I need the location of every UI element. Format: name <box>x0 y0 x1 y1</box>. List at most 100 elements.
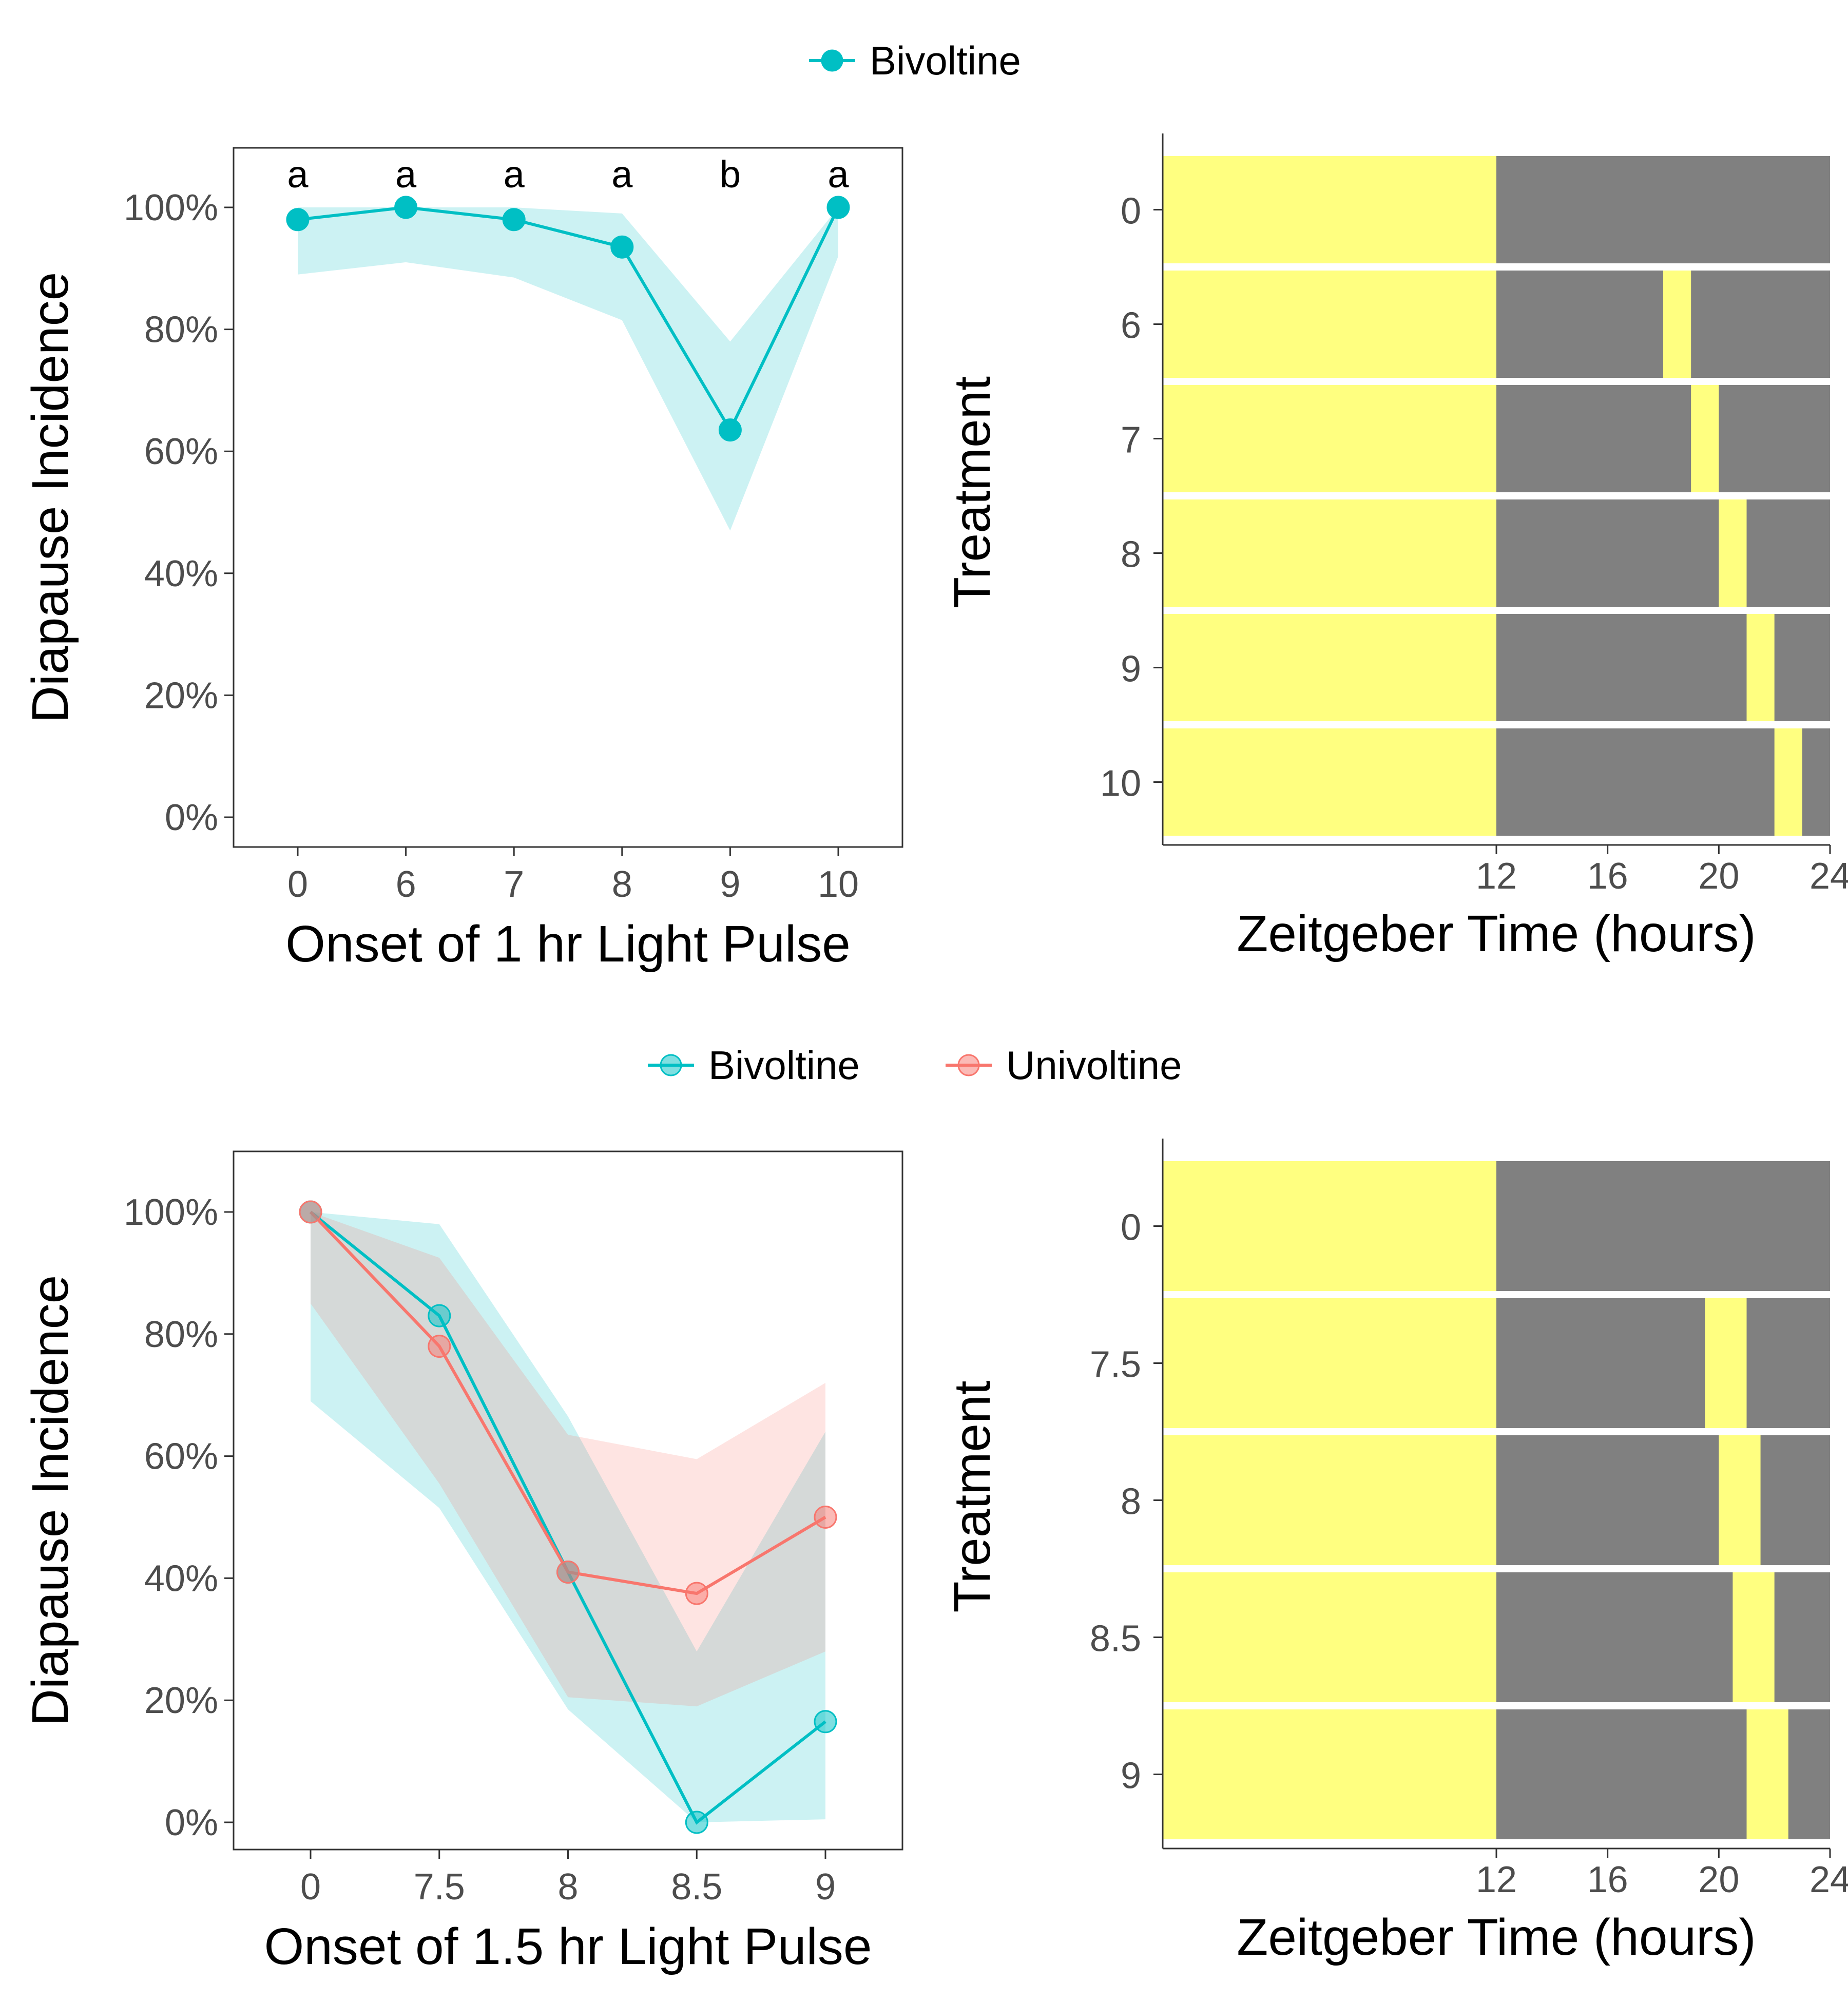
treatment-bar <box>1163 1435 1830 1565</box>
data-point <box>718 418 742 442</box>
data-point <box>428 1304 451 1327</box>
x-tick-label: 8 <box>557 1866 578 1908</box>
chart-panel-1 <box>1153 133 1831 854</box>
data-point <box>814 1710 837 1734</box>
chart-panel-3 <box>1153 1139 1831 1858</box>
dark-phase-segment <box>1496 156 1830 263</box>
light-pulse-segment <box>1719 1435 1761 1565</box>
significance-letter: a <box>611 153 633 196</box>
x-tick-label: 8.5 <box>671 1866 722 1908</box>
light-phase-segment <box>1163 1435 1496 1565</box>
x-tick-label: 0 <box>287 864 308 905</box>
x-tick-label: 20 <box>1698 1859 1739 1900</box>
y-tick-label: 40% <box>144 553 218 594</box>
light-phase-segment <box>1163 1709 1496 1839</box>
x-tick-label: 7.5 <box>414 1866 465 1908</box>
x-tick-label: 12 <box>1476 1859 1517 1900</box>
data-point <box>610 235 634 259</box>
dark-phase-segment <box>1496 1572 1830 1702</box>
x-tick-label: 9 <box>815 1866 836 1908</box>
significance-letter: b <box>720 153 741 196</box>
significance-letter: a <box>395 153 417 196</box>
data-point <box>394 196 418 219</box>
y-axis-title: Treatment <box>944 376 1001 608</box>
dark-phase-segment <box>1496 1435 1830 1565</box>
y-tick-label: 80% <box>144 310 218 351</box>
dark-phase-segment <box>1496 385 1830 492</box>
y-tick-label: 100% <box>124 1192 218 1233</box>
dark-phase-segment <box>1496 499 1830 607</box>
light-phase-segment <box>1163 728 1496 836</box>
confidence-ribbon <box>311 1212 825 1822</box>
legend-label: Bivoltine <box>870 38 1021 83</box>
legend-label: Bivoltine <box>708 1043 860 1088</box>
y-tick-label: 6 <box>1121 305 1141 346</box>
significance-letter: a <box>287 153 309 196</box>
data-point <box>814 1506 837 1529</box>
treatment-bar <box>1163 156 1830 263</box>
y-tick-label: 0% <box>165 1802 218 1843</box>
light-phase-segment <box>1163 156 1496 263</box>
y-tick-label: 7 <box>1121 420 1141 461</box>
x-tick-label: 20 <box>1698 856 1739 897</box>
data-point <box>685 1811 708 1834</box>
data-point <box>502 208 526 232</box>
y-tick-label: 20% <box>144 1680 218 1721</box>
x-axis-title: Onset of 1 hr Light Pulse <box>285 915 851 973</box>
light-pulse-segment <box>1719 499 1747 607</box>
light-pulse-segment <box>1746 614 1775 721</box>
x-axis-title: Zeitgeber Time (hours) <box>1237 905 1756 962</box>
y-tick-label: 40% <box>144 1558 218 1599</box>
treatment-bar <box>1163 1161 1830 1291</box>
legend-0 <box>809 49 855 72</box>
plot-frame <box>233 147 903 848</box>
light-pulse-segment <box>1691 385 1719 492</box>
series-line <box>297 205 840 433</box>
treatment-bar <box>1163 1709 1830 1839</box>
y-tick-label: 100% <box>124 187 218 228</box>
y-tick-label: 8.5 <box>1090 1619 1141 1660</box>
legend-label: Univoltine <box>1006 1043 1182 1088</box>
y-axis-title: Diapause Incidence <box>22 1275 79 1726</box>
treatment-bar <box>1163 385 1830 492</box>
light-pulse-segment <box>1774 728 1802 836</box>
light-phase-segment <box>1163 1572 1496 1702</box>
light-phase-segment <box>1163 614 1496 721</box>
x-tick-label: 7 <box>504 864 524 905</box>
y-tick-label: 60% <box>144 1436 218 1477</box>
light-pulse-segment <box>1746 1709 1788 1839</box>
dark-phase-segment <box>1496 614 1830 721</box>
treatment-bar <box>1163 1298 1830 1428</box>
treatment-bar <box>1163 271 1830 378</box>
x-axis-title: Zeitgeber Time (hours) <box>1237 1909 1756 1966</box>
x-axis-title: Onset of 1.5 hr Light Pulse <box>264 1918 872 1975</box>
legend-key-point <box>821 49 843 72</box>
light-phase-segment <box>1163 1298 1496 1428</box>
light-phase-segment <box>1163 499 1496 607</box>
data-point <box>826 196 850 219</box>
light-pulse-segment <box>1663 271 1691 378</box>
x-tick-label: 12 <box>1476 856 1517 897</box>
x-tick-label: 16 <box>1587 856 1628 897</box>
data-point <box>685 1582 708 1605</box>
legend-key-point <box>660 1054 682 1076</box>
confidence-ribbon <box>298 207 838 531</box>
y-tick-label: 7.5 <box>1090 1344 1141 1385</box>
y-tick-label: 0 <box>1121 191 1141 232</box>
light-phase-segment <box>1163 271 1496 378</box>
x-tick-label: 9 <box>720 864 740 905</box>
x-tick-label: 0 <box>300 1866 321 1908</box>
treatment-bar <box>1163 499 1830 607</box>
y-tick-label: 8 <box>1121 1481 1141 1523</box>
light-phase-segment <box>1163 385 1496 492</box>
dark-phase-segment <box>1496 1161 1830 1291</box>
y-tick-label: 10 <box>1100 763 1141 804</box>
chart-panel-0 <box>224 49 903 856</box>
data-point <box>556 1561 580 1584</box>
y-tick-label: 0 <box>1121 1207 1141 1248</box>
x-tick-label: 8 <box>612 864 632 905</box>
light-pulse-segment <box>1732 1572 1775 1702</box>
data-point <box>299 1200 322 1224</box>
legend-key-point <box>957 1054 980 1076</box>
